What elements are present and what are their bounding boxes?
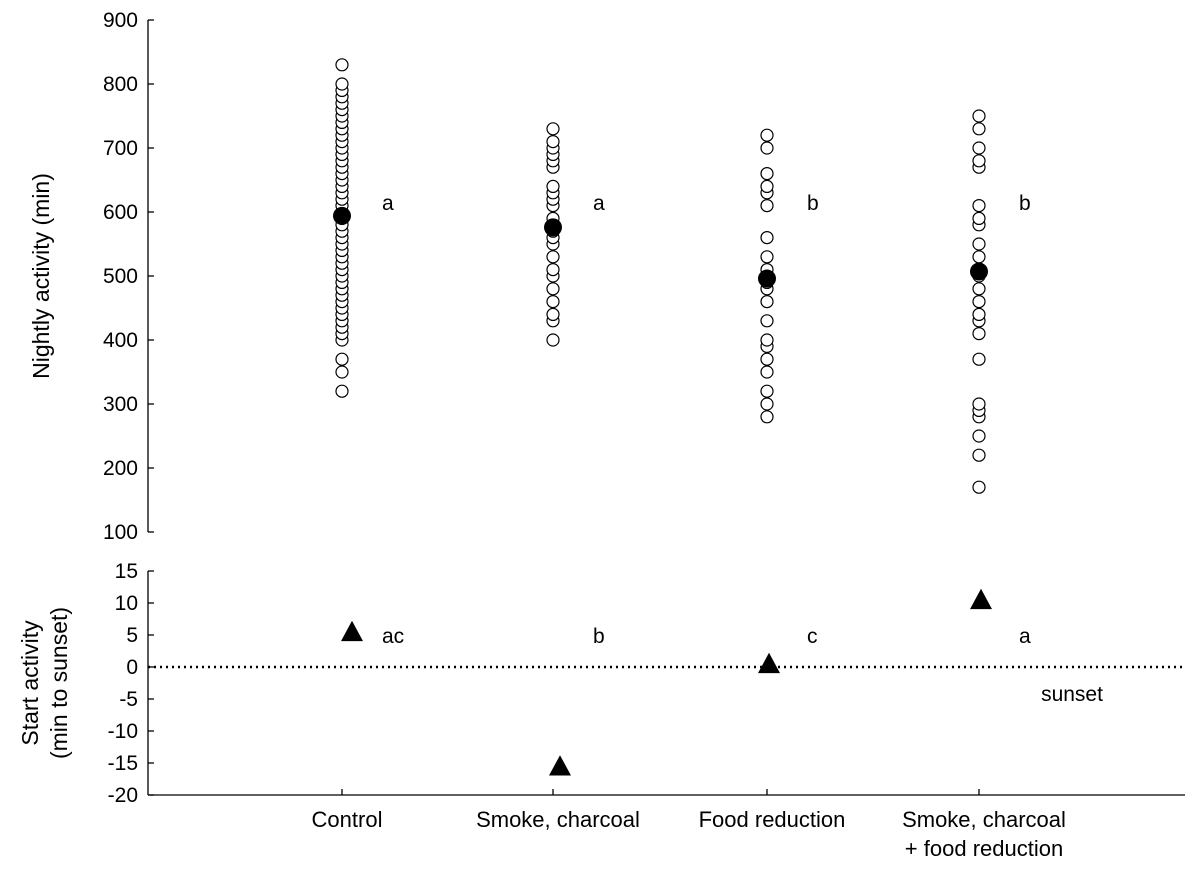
individual-point xyxy=(972,480,986,494)
significance-letter: c xyxy=(807,625,818,648)
mean-point xyxy=(544,218,562,237)
significance-letter: ac xyxy=(382,625,404,648)
bottom-y-tick-label: 0 xyxy=(126,656,138,679)
individual-point xyxy=(972,295,986,309)
individual-point xyxy=(972,154,986,168)
bottom-y-tick-label: 10 xyxy=(115,592,138,615)
start-activity-triangle xyxy=(549,755,571,776)
individual-point xyxy=(972,250,986,264)
sunset-label: sunset xyxy=(1041,683,1103,706)
individual-point xyxy=(546,179,560,193)
individual-point xyxy=(972,397,986,411)
individual-point xyxy=(760,365,774,379)
individual-point xyxy=(335,77,349,91)
bottom-y-tick-label: -15 xyxy=(108,752,138,775)
top-y-tick-label: 800 xyxy=(103,73,138,96)
individual-point xyxy=(546,122,560,136)
top-y-axis-label: Nightly activity (min) xyxy=(28,173,54,379)
individual-point xyxy=(760,167,774,181)
mean-point xyxy=(333,206,351,225)
bottom-y-tick-label: -5 xyxy=(119,688,138,711)
top-y-tick-label: 900 xyxy=(103,9,138,32)
individual-point xyxy=(760,410,774,424)
individual-point xyxy=(335,352,349,366)
significance-letter: a xyxy=(593,192,605,215)
x-category-label: Food reduction xyxy=(699,807,846,832)
individual-point xyxy=(335,384,349,398)
significance-letter: b xyxy=(1019,192,1031,215)
individual-point xyxy=(972,327,986,341)
individual-point xyxy=(546,333,560,347)
individual-point xyxy=(760,141,774,155)
individual-point xyxy=(972,141,986,155)
bottom-y-tick-label: 5 xyxy=(126,624,138,647)
top-y-tick-label: 500 xyxy=(103,265,138,288)
individual-point xyxy=(972,122,986,136)
individual-point xyxy=(760,314,774,328)
individual-point xyxy=(760,384,774,398)
individual-point xyxy=(546,250,560,264)
start-activity-triangle xyxy=(341,620,363,642)
individual-point xyxy=(760,352,774,366)
mean-point xyxy=(970,262,988,281)
individual-point xyxy=(546,263,560,277)
individual-point xyxy=(972,199,986,213)
start-activity-triangle xyxy=(758,652,780,674)
individual-point xyxy=(972,237,986,251)
x-category-label: Smoke, charcoal xyxy=(476,807,640,832)
individual-point xyxy=(972,429,986,443)
individual-point xyxy=(972,448,986,462)
nightly-activity-panel: 100 200 300 400 500 600 700 800 900 Nightly activ… xyxy=(28,9,1031,544)
individual-point xyxy=(546,135,560,149)
bottom-y-axis-label: Start activity (min to sunset) xyxy=(17,607,72,759)
top-y-tick-label: 100 xyxy=(103,521,138,544)
individual-point xyxy=(335,58,349,72)
top-y-tick-label: 600 xyxy=(103,201,138,224)
significance-letter: a xyxy=(382,192,394,215)
top-y-tick-label: 400 xyxy=(103,329,138,352)
individual-point xyxy=(546,295,560,309)
individual-point xyxy=(760,199,774,213)
individual-point xyxy=(972,109,986,123)
individual-point xyxy=(972,211,986,225)
individual-point xyxy=(972,282,986,296)
significance-letter: b xyxy=(593,625,605,648)
x-axis: Control Smoke, charcoal Food reduction Smok… xyxy=(148,789,1185,861)
individual-point xyxy=(760,397,774,411)
individual-point xyxy=(760,128,774,142)
individual-point xyxy=(760,250,774,264)
individual-point xyxy=(760,231,774,245)
bottom-y-tick-label: -20 xyxy=(108,784,138,807)
individual-point xyxy=(546,282,560,296)
bottom-y-tick-label: 15 xyxy=(115,560,138,583)
start-activity-triangle xyxy=(970,588,992,610)
individual-point xyxy=(760,333,774,347)
individual-point xyxy=(972,307,986,321)
individual-point xyxy=(972,352,986,366)
mean-point xyxy=(758,269,776,288)
top-y-tick-label: 700 xyxy=(103,137,138,160)
bottom-y-tick-label: -10 xyxy=(108,720,138,743)
significance-letter: b xyxy=(807,192,819,215)
significance-letter: a xyxy=(1019,625,1031,648)
x-category-label: Smoke, charcoal + food reduction xyxy=(902,807,1066,861)
individual-point xyxy=(760,295,774,309)
individual-point xyxy=(760,179,774,193)
x-category-label: Control xyxy=(312,807,383,832)
individual-point xyxy=(546,307,560,321)
individual-point xyxy=(335,365,349,379)
top-y-tick-label: 300 xyxy=(103,393,138,416)
start-activity-panel: -20 -15 -10 -5 0 5 10 15 Start activity (min to s… xyxy=(17,560,1185,807)
top-y-tick-label: 200 xyxy=(103,457,138,480)
